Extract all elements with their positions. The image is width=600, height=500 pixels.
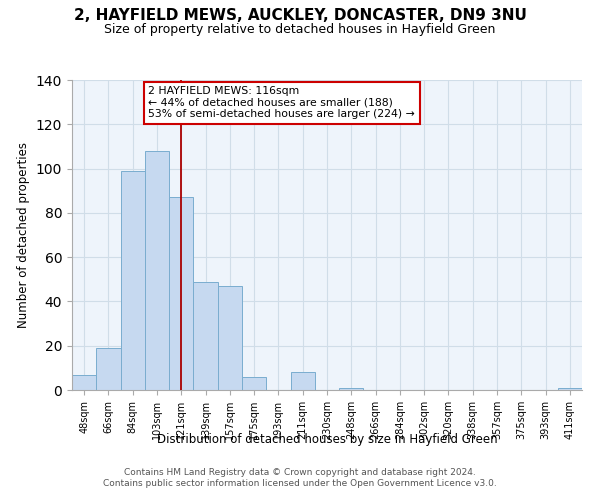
- Bar: [339, 388, 364, 390]
- Text: 2 HAYFIELD MEWS: 116sqm
← 44% of detached houses are smaller (188)
53% of semi-d: 2 HAYFIELD MEWS: 116sqm ← 44% of detache…: [149, 86, 415, 120]
- Bar: [193, 282, 218, 390]
- Bar: [121, 171, 145, 390]
- Y-axis label: Number of detached properties: Number of detached properties: [17, 142, 31, 328]
- Bar: [218, 286, 242, 390]
- Text: Distribution of detached houses by size in Hayfield Green: Distribution of detached houses by size …: [157, 432, 497, 446]
- Bar: [558, 388, 582, 390]
- Bar: [72, 374, 96, 390]
- Text: Contains HM Land Registry data © Crown copyright and database right 2024.
Contai: Contains HM Land Registry data © Crown c…: [103, 468, 497, 487]
- Bar: [96, 348, 121, 390]
- Text: 2, HAYFIELD MEWS, AUCKLEY, DONCASTER, DN9 3NU: 2, HAYFIELD MEWS, AUCKLEY, DONCASTER, DN…: [74, 8, 526, 22]
- Bar: [145, 151, 169, 390]
- Text: Size of property relative to detached houses in Hayfield Green: Size of property relative to detached ho…: [104, 22, 496, 36]
- Bar: [242, 376, 266, 390]
- Bar: [290, 372, 315, 390]
- Bar: [169, 198, 193, 390]
